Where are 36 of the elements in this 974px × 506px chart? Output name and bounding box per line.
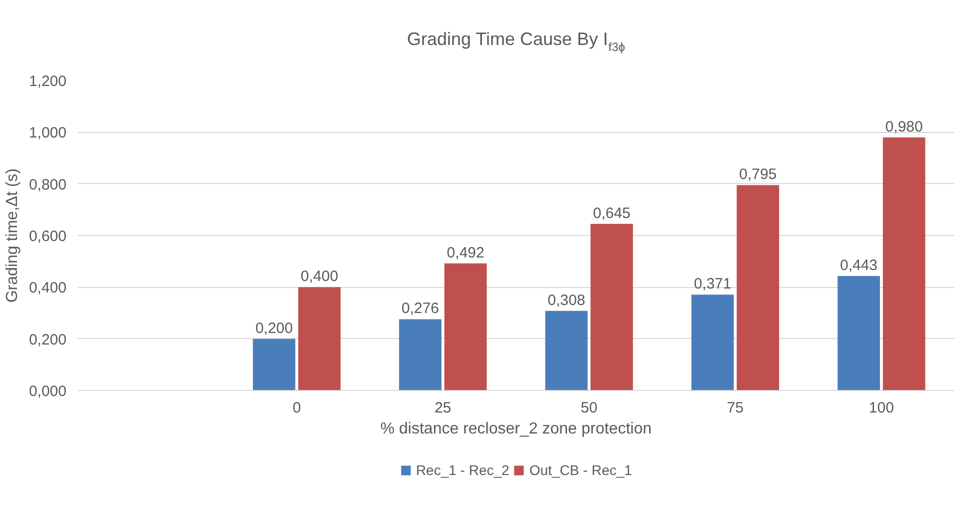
data-label: 0,492	[446, 244, 484, 262]
bar	[590, 224, 633, 390]
bar	[298, 287, 341, 390]
x-tick-label: 75	[726, 400, 744, 416]
y-tick-label: 0,800	[28, 176, 67, 194]
bar	[252, 338, 296, 390]
bar	[399, 319, 442, 390]
data-label: 0,371	[694, 276, 732, 293]
x-tick-label: 50	[580, 400, 598, 416]
data-label: 0,200	[255, 320, 293, 337]
bar	[545, 310, 588, 390]
x-tick-label: 100	[868, 400, 894, 416]
x-tick-label: 0	[292, 400, 301, 416]
legend-label: Rec_1 - Rec_2	[416, 462, 510, 478]
y-axis-title: Grading time,Δt (s)	[4, 168, 21, 303]
bar	[444, 263, 487, 390]
data-label: 0,308	[548, 292, 586, 309]
bar	[882, 137, 926, 390]
bar	[838, 276, 880, 390]
bar	[691, 294, 734, 390]
data-label: 0,645	[592, 204, 631, 222]
x-tick-label: 25	[434, 400, 452, 416]
y-tick-label: 1,000	[28, 124, 67, 142]
data-label: 0,400	[300, 268, 338, 286]
y-tick-label: 0,200	[28, 331, 67, 348]
data-label: 0,276	[401, 300, 440, 318]
y-tick-label: 0,400	[28, 280, 67, 297]
data-label: 0,980	[885, 118, 923, 136]
bar	[736, 185, 780, 390]
y-tick-label: 0,000	[28, 383, 67, 400]
legend-label: Out_CB - Rec_1	[529, 462, 632, 478]
x-axis-title: % distance recloser_2 zone protection	[380, 420, 652, 438]
y-tick-label: 1,200	[28, 73, 67, 90]
data-label: 0,795	[739, 166, 777, 184]
y-tick-label: 0,600	[28, 228, 67, 245]
data-label: 0,443	[840, 257, 878, 274]
